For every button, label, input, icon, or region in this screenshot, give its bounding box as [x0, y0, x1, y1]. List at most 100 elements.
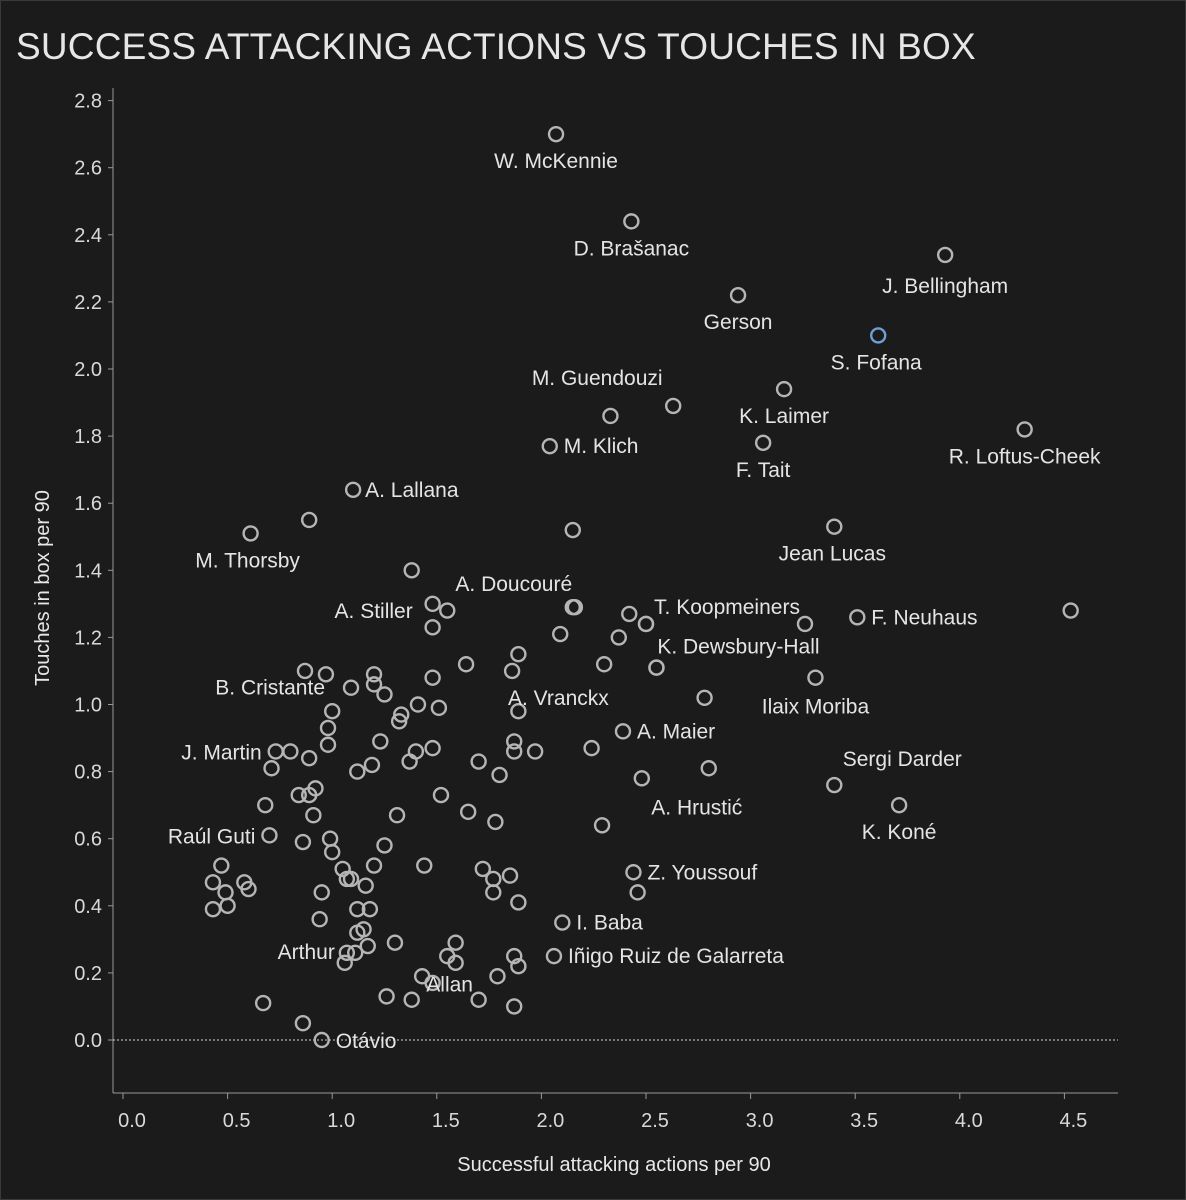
- point-label: Gerson: [704, 311, 773, 334]
- data-point: [319, 736, 337, 753]
- data-point: [506, 743, 523, 760]
- point-label: D. Brašanac: [574, 237, 690, 260]
- data-point: [506, 947, 523, 965]
- point-label: Ilaix Moriba: [762, 696, 870, 719]
- data-point: [489, 968, 506, 985]
- data-point: [564, 521, 581, 539]
- x-tick-label: 2.0: [536, 1110, 564, 1132]
- data-point: [501, 867, 519, 884]
- data-point: [430, 699, 448, 717]
- data-point: [300, 749, 318, 767]
- data-point-k-kone: [890, 796, 908, 814]
- point-label: Z. Youssouf: [647, 861, 757, 884]
- x-tick-label: 0.0: [118, 1110, 146, 1132]
- data-point: [470, 753, 487, 770]
- axes: [112, 88, 1118, 1094]
- x-axis-label: Successful attacking actions per 90: [457, 1154, 771, 1176]
- point-label: A. Doucouré: [455, 573, 572, 596]
- point-label: M. Thorsby: [195, 549, 300, 572]
- y-tick-label: 2.2: [74, 292, 102, 314]
- y-tick-label: 1.4: [74, 560, 102, 582]
- point-label: M. Klich: [564, 435, 639, 458]
- data-point: [432, 786, 450, 804]
- point-label: J. Martin: [181, 741, 262, 764]
- point-label: Raúl Guti: [168, 825, 256, 848]
- y-tick-label: 2.4: [74, 225, 102, 247]
- point-label: S. Fofana: [831, 351, 922, 374]
- y-tick-label: 1.0: [74, 695, 102, 717]
- data-point-a-maier: [614, 723, 632, 740]
- data-point: [629, 884, 646, 901]
- data-point: [305, 807, 322, 824]
- data-point-k-dewsbury-hall: [648, 659, 665, 676]
- x-tick-label: 4.5: [1059, 1110, 1087, 1132]
- y-tick-label: 1.2: [74, 627, 102, 649]
- data-point: [459, 803, 477, 821]
- data-point: [424, 619, 441, 636]
- data-points: [204, 125, 1079, 1049]
- data-point: [296, 662, 314, 680]
- data-point: [365, 676, 383, 693]
- data-point: [403, 562, 420, 579]
- data-point: [510, 957, 527, 975]
- data-point: [313, 884, 330, 901]
- data-point: [393, 706, 410, 723]
- data-point: [510, 894, 527, 911]
- data-point-j-martin: [267, 743, 284, 760]
- data-point: [307, 780, 324, 797]
- data-point: [357, 877, 374, 894]
- data-point: [347, 944, 364, 961]
- point-label: K. Dewsbury-Hall: [657, 636, 819, 659]
- x-tick-label: 3.5: [850, 1110, 878, 1132]
- data-point-w-mckennie: [547, 125, 565, 143]
- data-point: [403, 991, 420, 1008]
- x-tick-label: 0.5: [223, 1110, 251, 1132]
- data-point: [474, 860, 492, 878]
- data-point: [349, 900, 366, 918]
- data-point: [424, 669, 441, 686]
- data-point: [610, 629, 628, 646]
- point-label: Sergi Darder: [843, 748, 962, 771]
- data-point-r-loftus-cheek: [1016, 421, 1033, 438]
- data-point: [319, 719, 337, 737]
- data-point: [361, 900, 379, 918]
- data-point: [294, 833, 312, 851]
- point-label: Arthur: [278, 941, 335, 964]
- data-point: [796, 615, 814, 633]
- data-point-a-stiller: [424, 595, 441, 613]
- data-point-z-youssouf: [625, 864, 642, 881]
- x-tick-label: 4.0: [955, 1110, 983, 1132]
- y-tick-label: 2.6: [74, 158, 102, 180]
- data-point-s-fofana: [870, 327, 887, 344]
- data-point: [621, 605, 638, 623]
- data-point: [240, 880, 257, 898]
- data-point: [696, 689, 713, 706]
- data-point: [470, 991, 487, 1008]
- point-label: F. Neuhaus: [871, 606, 977, 629]
- data-point: [526, 743, 544, 760]
- data-point: [595, 656, 613, 673]
- data-point: [416, 857, 433, 874]
- data-point: [336, 954, 353, 972]
- point-label: K. Laimer: [739, 405, 829, 428]
- data-point: [583, 739, 600, 757]
- data-point: [204, 874, 222, 891]
- point-label: T. Koopmeiners: [654, 596, 800, 619]
- point-label: A. Maier: [637, 720, 715, 743]
- data-point-f-tait: [754, 434, 772, 452]
- data-point-j-bellingham: [936, 246, 954, 264]
- data-point: [401, 753, 418, 770]
- data-point: [324, 703, 341, 720]
- data-point-a-doucoure: [564, 599, 581, 616]
- data-point: [355, 921, 372, 938]
- point-label: A. Hrustić: [651, 796, 742, 819]
- data-point: [376, 837, 393, 854]
- data-point: [1062, 602, 1079, 619]
- point-label: A. Lallana: [365, 479, 459, 502]
- point-label: Jean Lucas: [779, 543, 886, 566]
- point-labels: W. McKennie D. Brašanac J. Bellingham Gerso…: [168, 150, 1101, 1053]
- data-point: [388, 807, 406, 824]
- y-tick-label: 2.0: [74, 359, 102, 381]
- data-point: [439, 602, 456, 619]
